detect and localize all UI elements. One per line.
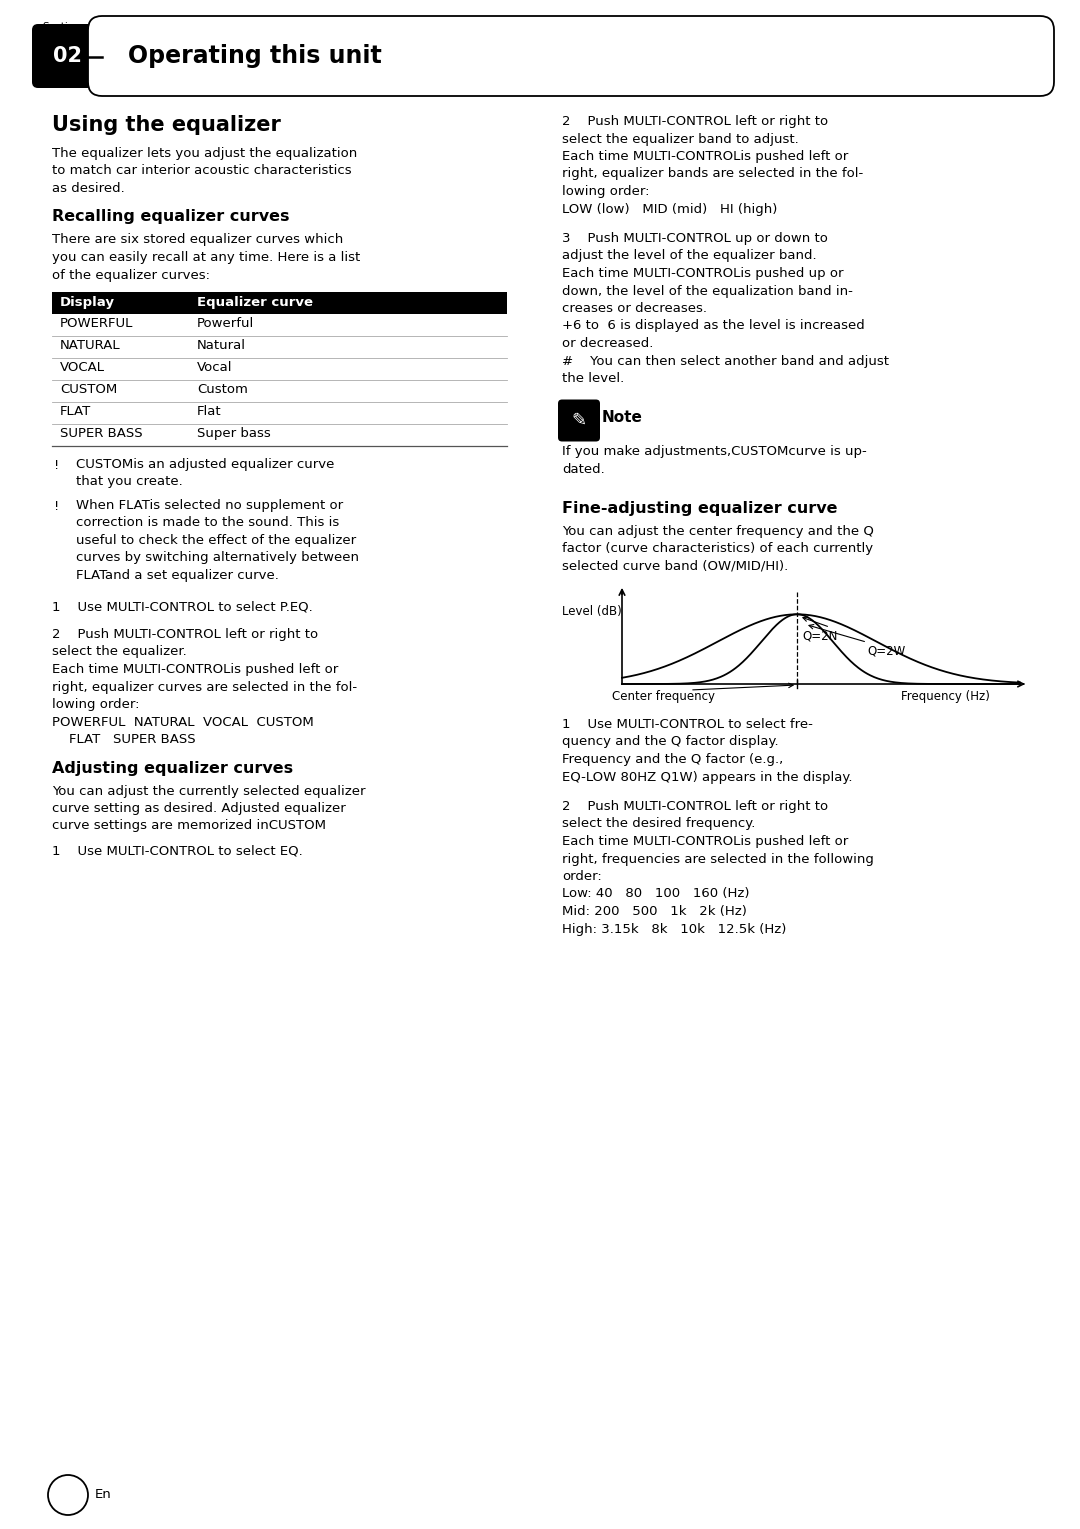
Text: the level.: the level.	[562, 372, 624, 385]
Text: FLATand a set equalizer curve.: FLATand a set equalizer curve.	[76, 569, 279, 583]
Text: NATURAL: NATURAL	[60, 339, 121, 352]
Text: that you create.: that you create.	[76, 476, 183, 488]
Text: Flat: Flat	[197, 405, 221, 417]
Text: down, the level of the equalization band in-: down, the level of the equalization band…	[562, 284, 853, 298]
Text: CUSTOM: CUSTOM	[60, 382, 118, 396]
Circle shape	[48, 1475, 87, 1515]
Text: select the equalizer band to adjust.: select the equalizer band to adjust.	[562, 133, 799, 145]
Text: The equalizer lets you adjust the equalization: The equalizer lets you adjust the equali…	[52, 147, 357, 161]
Text: 2    Push MULTI-CONTROL left or right to: 2 Push MULTI-CONTROL left or right to	[562, 115, 828, 128]
Text: 02: 02	[54, 46, 82, 66]
Text: factor (curve characteristics) of each currently: factor (curve characteristics) of each c…	[562, 541, 873, 555]
Text: lowing order:: lowing order:	[562, 185, 649, 197]
Text: or decreased.: or decreased.	[562, 336, 653, 350]
Text: Custom: Custom	[197, 382, 248, 396]
Text: Equalizer curve: Equalizer curve	[197, 297, 313, 309]
Text: dated.: dated.	[562, 463, 605, 476]
Text: POWERFUL  NATURAL  VOCAL  CUSTOM: POWERFUL NATURAL VOCAL CUSTOM	[52, 716, 314, 728]
Text: Super bass: Super bass	[197, 427, 271, 440]
Text: selected curve band (OW/MID/HI).: selected curve band (OW/MID/HI).	[562, 560, 788, 572]
Text: adjust the level of the equalizer band.: adjust the level of the equalizer band.	[562, 249, 816, 263]
Text: High: 3.15k   8k   10k   12.5k (Hz): High: 3.15k 8k 10k 12.5k (Hz)	[562, 922, 786, 936]
Text: FLAT: FLAT	[60, 405, 91, 417]
Text: POWERFUL: POWERFUL	[60, 317, 133, 330]
Bar	[52, 292, 507, 313]
Text: lowing order:: lowing order:	[52, 699, 139, 711]
Text: 2    Push MULTI-CONTROL left or right to: 2 Push MULTI-CONTROL left or right to	[562, 800, 828, 813]
Text: select the desired frequency.: select the desired frequency.	[562, 818, 755, 830]
Text: Q=2W: Q=2W	[867, 644, 905, 657]
Text: curve settings are memorized inCUSTOM: curve settings are memorized inCUSTOM	[52, 820, 326, 832]
Text: curves by switching alternatively between: curves by switching alternatively betwee…	[76, 552, 359, 564]
Text: curve setting as desired. Adjusted equalizer: curve setting as desired. Adjusted equal…	[52, 803, 346, 815]
Text: Center frequency: Center frequency	[612, 690, 715, 703]
Text: Q=2N: Q=2N	[802, 630, 837, 642]
Text: correction is made to the sound. This is: correction is made to the sound. This is	[76, 517, 339, 529]
FancyBboxPatch shape	[87, 15, 1054, 96]
Text: CUSTOMis an adjusted equalizer curve: CUSTOMis an adjusted equalizer curve	[76, 459, 335, 471]
Text: 1    Use MULTI-CONTROL to select fre-: 1 Use MULTI-CONTROL to select fre-	[562, 719, 813, 731]
Text: Level (dB): Level (dB)	[562, 605, 622, 618]
Text: useful to check the effect of the equalizer: useful to check the effect of the equali…	[76, 534, 356, 547]
Text: Powerful: Powerful	[197, 317, 254, 330]
Text: +6 to  6 is displayed as the level is increased: +6 to 6 is displayed as the level is inc…	[562, 320, 865, 332]
Text: Each time MULTI-CONTROLis pushed left or: Each time MULTI-CONTROLis pushed left or	[562, 835, 848, 849]
Text: quency and the Q factor display.: quency and the Q factor display.	[562, 735, 779, 749]
Text: order:: order:	[562, 870, 602, 884]
Text: There are six stored equalizer curves which: There are six stored equalizer curves wh…	[52, 234, 343, 246]
Text: Section: Section	[42, 21, 81, 32]
Text: select the equalizer.: select the equalizer.	[52, 645, 187, 659]
FancyBboxPatch shape	[32, 24, 104, 89]
Text: Using the equalizer: Using the equalizer	[52, 115, 281, 135]
Text: !: !	[54, 500, 59, 514]
FancyBboxPatch shape	[558, 399, 600, 442]
Text: Display: Display	[60, 297, 114, 309]
Text: 38: 38	[58, 1488, 78, 1501]
Text: En: En	[95, 1489, 111, 1501]
Text: Frequency (Hz): Frequency (Hz)	[901, 690, 990, 703]
Text: Vocal: Vocal	[197, 361, 232, 375]
Text: SUPER BASS: SUPER BASS	[60, 427, 143, 440]
Text: of the equalizer curves:: of the equalizer curves:	[52, 269, 210, 281]
Text: !: !	[54, 459, 59, 472]
Text: right, frequencies are selected in the following: right, frequencies are selected in the f…	[562, 853, 874, 865]
Text: Each time MULTI-CONTROLis pushed up or: Each time MULTI-CONTROLis pushed up or	[562, 268, 843, 280]
Text: to match car interior acoustic characteristics: to match car interior acoustic character…	[52, 165, 352, 177]
Text: Recalling equalizer curves: Recalling equalizer curves	[52, 209, 289, 225]
Text: Natural: Natural	[197, 339, 246, 352]
Text: Each time MULTI-CONTROLis pushed left or: Each time MULTI-CONTROLis pushed left or	[52, 664, 338, 676]
Text: ✎: ✎	[571, 411, 586, 430]
Text: #    You can then select another band and adjust: # You can then select another band and a…	[562, 355, 889, 367]
Text: FLAT   SUPER BASS: FLAT SUPER BASS	[52, 732, 195, 746]
Text: Operating this unit: Operating this unit	[129, 44, 381, 67]
Text: You can adjust the currently selected equalizer: You can adjust the currently selected eq…	[52, 784, 365, 798]
Text: creases or decreases.: creases or decreases.	[562, 303, 707, 315]
Text: 3    Push MULTI-CONTROL up or down to: 3 Push MULTI-CONTROL up or down to	[562, 232, 828, 245]
Text: right, equalizer curves are selected in the fol-: right, equalizer curves are selected in …	[52, 680, 357, 694]
Text: you can easily recall at any time. Here is a list: you can easily recall at any time. Here …	[52, 251, 361, 265]
Text: VOCAL: VOCAL	[60, 361, 105, 375]
Text: right, equalizer bands are selected in the fol-: right, equalizer bands are selected in t…	[562, 168, 863, 180]
Text: 2    Push MULTI-CONTROL left or right to: 2 Push MULTI-CONTROL left or right to	[52, 628, 319, 641]
Text: Mid: 200   500   1k   2k (Hz): Mid: 200 500 1k 2k (Hz)	[562, 905, 747, 917]
Text: Adjusting equalizer curves: Adjusting equalizer curves	[52, 760, 293, 775]
Text: Note: Note	[602, 410, 643, 425]
Text: You can adjust the center frequency and the Q: You can adjust the center frequency and …	[562, 524, 874, 538]
Text: LOW (low)   MID (mid)   HI (high): LOW (low) MID (mid) HI (high)	[562, 202, 778, 216]
Text: Fine-adjusting equalizer curve: Fine-adjusting equalizer curve	[562, 500, 837, 515]
Text: When FLATis selected no supplement or: When FLATis selected no supplement or	[76, 498, 343, 512]
Text: Frequency and the Q factor (e.g.,: Frequency and the Q factor (e.g.,	[562, 752, 783, 766]
Text: 1    Use MULTI-CONTROL to select EQ.: 1 Use MULTI-CONTROL to select EQ.	[52, 846, 302, 858]
Text: If you make adjustments,CUSTOMcurve is up-: If you make adjustments,CUSTOMcurve is u…	[562, 445, 867, 459]
Text: EQ-LOW 80HZ Q1W) appears in the display.: EQ-LOW 80HZ Q1W) appears in the display.	[562, 771, 852, 783]
Text: Each time MULTI-CONTROLis pushed left or: Each time MULTI-CONTROLis pushed left or	[562, 150, 848, 164]
Text: Low: 40   80   100   160 (Hz): Low: 40 80 100 160 (Hz)	[562, 887, 750, 901]
Text: 1    Use MULTI-CONTROL to select P.EQ.: 1 Use MULTI-CONTROL to select P.EQ.	[52, 601, 313, 613]
Text: as desired.: as desired.	[52, 182, 125, 196]
